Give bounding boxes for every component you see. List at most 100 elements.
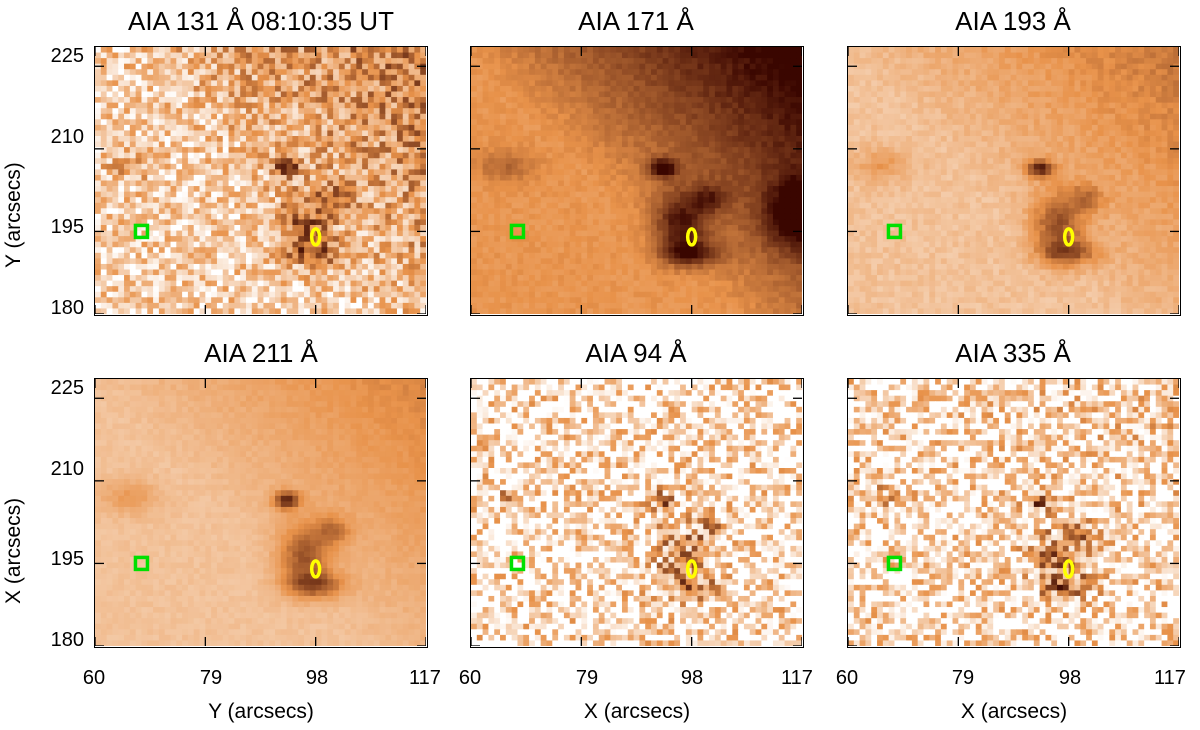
image-pixel xyxy=(164,58,172,65)
image-pixel xyxy=(494,124,501,132)
image-pixel xyxy=(240,52,247,59)
image-pixel xyxy=(709,102,716,109)
image-pixel xyxy=(129,58,137,65)
image-pixel xyxy=(563,174,571,182)
image-pixel xyxy=(147,286,154,293)
image-pixel xyxy=(158,308,166,314)
image-pixel xyxy=(112,80,119,87)
image-pixel xyxy=(327,291,334,298)
image-pixel xyxy=(187,130,195,137)
image-pixel xyxy=(662,163,670,170)
image-pixel xyxy=(767,80,774,87)
image-pixel xyxy=(703,69,710,76)
image-pixel xyxy=(280,119,288,126)
image-pixel xyxy=(164,158,172,165)
image-pixel xyxy=(344,219,352,226)
image-pixel xyxy=(709,108,716,115)
image-pixel xyxy=(408,186,415,193)
image-pixel xyxy=(726,74,733,81)
image-pixel xyxy=(187,275,195,282)
image-pixel xyxy=(234,180,241,187)
image-pixel xyxy=(581,241,588,248)
image-pixel xyxy=(668,102,675,109)
image-pixel xyxy=(639,230,646,237)
image-pixel xyxy=(147,258,154,265)
image-pixel xyxy=(674,69,681,76)
image-pixel xyxy=(350,119,357,126)
image-pixel xyxy=(592,252,600,259)
image-pixel xyxy=(275,136,282,143)
image-pixel xyxy=(292,191,299,198)
image-pixel xyxy=(309,252,317,259)
image-pixel xyxy=(275,219,282,226)
image-pixel xyxy=(563,108,571,115)
image-pixel xyxy=(488,197,495,204)
image-pixel xyxy=(610,202,617,209)
image-pixel xyxy=(420,208,426,215)
image-pixel xyxy=(304,158,311,165)
image-pixel xyxy=(112,180,119,187)
image-pixel xyxy=(147,169,154,176)
image-pixel xyxy=(170,247,177,254)
image-pixel xyxy=(755,169,762,176)
image-pixel xyxy=(158,91,166,98)
image-pixel xyxy=(651,63,658,70)
image-pixel xyxy=(199,191,206,198)
image-pixel xyxy=(680,213,687,221)
image-pixel xyxy=(587,247,594,254)
image-pixel xyxy=(546,230,553,237)
image-pixel xyxy=(767,141,774,148)
image-pixel xyxy=(373,119,381,126)
image-pixel xyxy=(784,74,791,81)
image-pixel xyxy=(356,252,363,259)
image-pixel xyxy=(199,69,206,76)
image-pixel xyxy=(170,158,177,165)
image-pixel xyxy=(153,252,160,259)
image-pixel xyxy=(656,158,664,165)
image-pixel xyxy=(292,263,299,271)
image-pixel xyxy=(796,197,802,204)
image-pixel xyxy=(199,225,206,232)
image-pixel xyxy=(540,225,548,232)
image-pixel xyxy=(778,80,786,87)
image-pixel xyxy=(321,147,328,154)
image-pixel xyxy=(558,58,565,65)
image-pixel xyxy=(135,252,143,259)
image-pixel xyxy=(604,169,611,176)
image-pixel xyxy=(639,186,646,193)
image-pixel xyxy=(610,124,617,132)
image-pixel xyxy=(141,280,148,287)
image-pixel xyxy=(106,58,114,65)
image-pixel xyxy=(749,191,757,198)
image-pixel xyxy=(645,197,652,204)
image-pixel xyxy=(540,236,548,243)
image-pixel xyxy=(500,225,507,232)
image-pixel xyxy=(275,297,282,304)
image-pixel xyxy=(309,91,317,98)
image-pixel xyxy=(292,280,299,287)
image-pixel xyxy=(505,102,513,109)
image-pixel xyxy=(402,163,410,170)
image-pixel xyxy=(321,197,328,204)
image-pixel xyxy=(575,80,582,87)
image-pixel xyxy=(193,80,201,87)
image-pixel xyxy=(234,208,241,215)
image-pixel xyxy=(251,280,259,287)
image-pixel xyxy=(720,180,728,187)
image-pixel xyxy=(228,219,235,226)
image-pixel xyxy=(147,147,154,154)
image-pixel xyxy=(790,213,797,221)
image-pixel xyxy=(558,180,565,187)
image-pixel xyxy=(309,52,317,59)
image-pixel xyxy=(333,236,340,243)
image-pixel xyxy=(552,241,559,248)
image-pixel xyxy=(205,308,212,314)
image-pixel xyxy=(476,258,484,265)
image-pixel xyxy=(540,69,548,76)
image-pixel xyxy=(153,47,160,54)
image-pixel xyxy=(592,130,600,137)
image-pixel xyxy=(129,169,137,176)
image-pixel xyxy=(784,58,791,65)
image-pixel xyxy=(275,97,282,104)
image-pixel xyxy=(391,47,398,54)
